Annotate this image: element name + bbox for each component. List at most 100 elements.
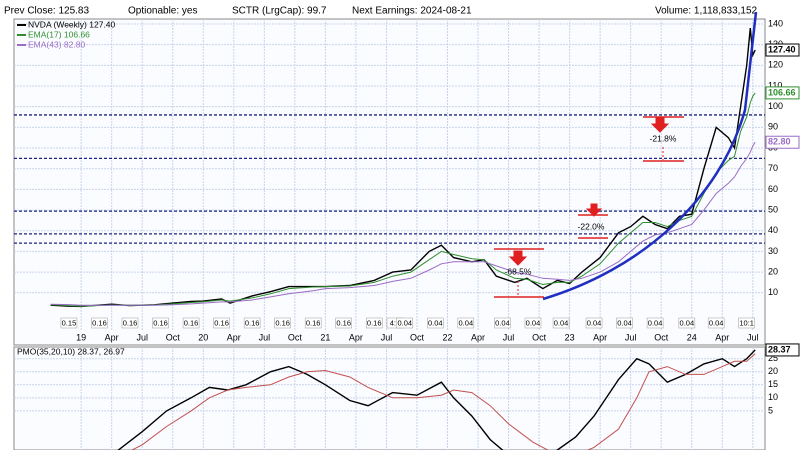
dividend-box <box>152 317 169 329</box>
dividend-label: 0.04 <box>397 318 412 327</box>
dividend-box <box>396 317 414 329</box>
legend-entry: NVDA (Weekly) 127.40 <box>28 19 116 29</box>
y-tick-label: 5 <box>768 405 773 415</box>
y-tick-label: 70 <box>768 163 778 173</box>
x-tick-label: 24 <box>687 332 697 342</box>
series-line <box>50 141 756 306</box>
x-tick-label: Oct <box>166 332 181 342</box>
legend-entry: EMA(43) 82.80 <box>28 39 85 49</box>
dividend-box <box>707 317 725 329</box>
dividend-label: 0.04 <box>648 318 663 327</box>
dividend-label: 0.16 <box>123 318 138 327</box>
dividend-label: 0.16 <box>245 318 260 327</box>
prev-close: Prev Close: 125.83 <box>4 6 89 17</box>
dividend-label: 0.04 <box>495 318 510 327</box>
arrows <box>494 116 684 298</box>
y-tick-label: 140 <box>768 18 783 28</box>
dividend-label: 0.16 <box>275 318 290 327</box>
x-tick-label: Jul <box>259 332 271 342</box>
dividend-box <box>365 317 383 329</box>
x-tick-label: Jul <box>136 332 148 342</box>
y-tick-label: 90 <box>768 122 778 132</box>
dividend-box <box>182 317 200 329</box>
dividend-box <box>552 317 570 329</box>
dividend-label: 10:1 <box>739 318 754 327</box>
plot <box>14 347 765 450</box>
x-tick-label: Apr <box>349 332 363 342</box>
dividend-box <box>335 317 352 329</box>
legend-entry: EMA(17) 106.66 <box>28 29 90 39</box>
price-label: 106.66 <box>768 87 796 97</box>
x-tick-label: Jul <box>503 332 515 342</box>
y-tick-label: 60 <box>768 184 778 194</box>
series-line <box>130 353 756 450</box>
trend-curve <box>542 11 758 301</box>
annotation: -22.0% <box>578 221 605 231</box>
series-line <box>117 349 756 450</box>
y-tick-label: 20 <box>768 266 778 276</box>
dividend-box <box>494 317 511 329</box>
y-tick-label: 10 <box>768 392 778 402</box>
y-tick-label: 30 <box>768 246 778 256</box>
price-label: 82.80 <box>768 137 791 147</box>
x-tick-label: Jul <box>747 332 759 342</box>
x-tick-label: Jul <box>625 332 637 342</box>
dividend-label: 0.04 <box>587 318 602 327</box>
dividend-label: 0.04 <box>428 318 443 327</box>
price-label-box <box>765 43 800 57</box>
y-tick-label: 25 <box>768 353 778 363</box>
dividend-box <box>585 317 603 329</box>
dividend-label: 4:1 <box>390 318 400 327</box>
x-tick-label: Apr <box>227 332 241 342</box>
price-label-box <box>765 343 800 357</box>
x-tick-label: Apr <box>471 332 485 342</box>
x-tick-label: Apr <box>715 332 729 342</box>
next-earnings: Next Earnings: 2024-08-21 <box>352 6 472 17</box>
dividend-box <box>274 317 291 329</box>
x-tick-label: Jul <box>381 332 393 342</box>
dividend-box <box>678 317 696 329</box>
dividend-label: 0.04 <box>554 318 569 327</box>
y-tick-label: 50 <box>768 204 778 214</box>
dividend-label: 0.16 <box>336 318 351 327</box>
annotation: -21.8% <box>650 133 677 143</box>
dividend-label: 0.16 <box>153 318 168 327</box>
x-tick-label: 20 <box>198 332 208 342</box>
x-tick-label: 23 <box>565 332 575 342</box>
dividend-box <box>646 317 664 329</box>
dividend-box <box>60 317 78 329</box>
legend-entry: PMO(35,20,10) 28.37, 26.97 <box>17 346 125 356</box>
volume: Volume: 1,118,833,152 <box>655 6 758 17</box>
dividend-box <box>524 317 542 329</box>
dividend-label: 0.16 <box>306 318 321 327</box>
dividend-label: 0.04 <box>617 318 632 327</box>
dividend-box <box>243 317 261 329</box>
dividend-box <box>121 317 139 329</box>
dividend-box <box>457 317 475 329</box>
y-tick-label: 40 <box>768 225 778 235</box>
dividend-box <box>616 317 633 329</box>
sctr: SCTR (LrgCap): 99.7 <box>232 6 327 17</box>
x-tick-label: 19 <box>76 332 86 342</box>
x-tick-label: Oct <box>410 332 425 342</box>
y-tick-label: 110 <box>768 80 782 90</box>
header-bg <box>0 0 800 19</box>
price-label: 28.37 <box>768 344 791 354</box>
price-label-box <box>765 86 800 100</box>
optionable: Optionable: yes <box>128 6 198 17</box>
dividend-label: 0.04 <box>526 318 541 327</box>
dividend-label: 0.16 <box>214 318 229 327</box>
dividend-box <box>91 317 108 329</box>
y-tick-label: 100 <box>768 101 783 111</box>
price-label-box <box>765 135 800 149</box>
dividend-label: 0.15 <box>62 318 77 327</box>
dividend-box <box>304 317 322 329</box>
dividend-box <box>738 317 755 329</box>
price-panel <box>13 18 766 346</box>
x-tick-label: 22 <box>442 332 452 342</box>
y-tick-label: 20 <box>768 366 778 376</box>
dividend-label: 0.16 <box>367 318 382 327</box>
pmo-panel <box>13 346 766 450</box>
dividend-label: 0.16 <box>92 318 107 327</box>
